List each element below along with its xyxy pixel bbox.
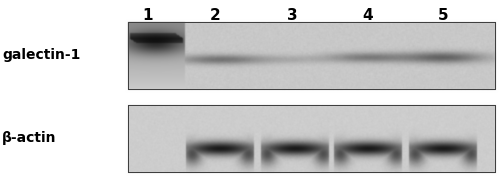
Text: 3: 3: [286, 8, 298, 23]
Text: 5: 5: [438, 8, 448, 23]
Text: β-actin: β-actin: [2, 131, 56, 145]
Text: galectin-1: galectin-1: [2, 48, 80, 62]
Text: 4: 4: [362, 8, 374, 23]
Text: 2: 2: [210, 8, 220, 23]
Text: 1: 1: [143, 8, 153, 23]
